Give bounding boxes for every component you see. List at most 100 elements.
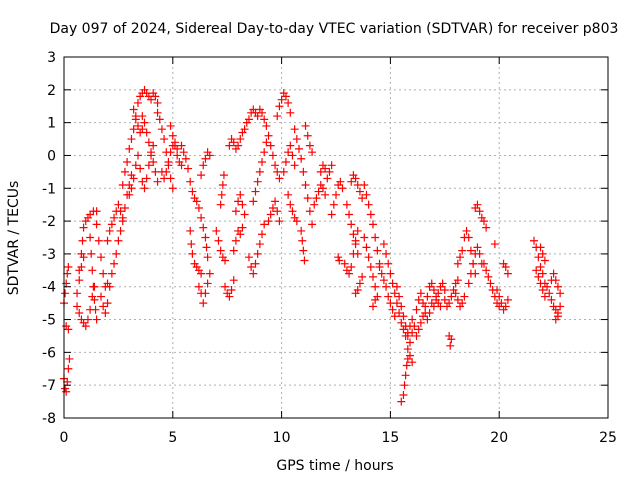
data-point [284,98,293,107]
data-point [545,289,554,298]
data-point [112,249,121,258]
data-point [142,128,151,137]
data-point [268,203,277,212]
data-point [332,190,340,199]
data-point [258,230,267,239]
data-point [297,154,306,163]
data-point [160,135,169,144]
data-point [429,286,438,295]
data-point [534,253,543,262]
data-point [75,308,84,317]
data-point [188,187,197,196]
data-point [61,384,70,393]
data-point [279,167,288,176]
data-point [538,249,547,258]
data-point [133,98,142,107]
data-point [236,190,245,199]
data-point [201,233,210,242]
data-point [347,263,356,272]
data-point [186,226,195,235]
data-point [107,269,116,278]
data-point [160,174,169,183]
data-point [490,240,499,249]
data-point [157,125,166,134]
data-point [368,220,377,229]
data-point [536,243,545,252]
data-point [258,108,267,117]
data-point [116,207,125,216]
y-tick-label: -3 [42,247,56,263]
data-point [142,174,151,183]
data-point [349,230,358,239]
data-point [308,220,317,229]
data-point [125,190,134,199]
data-point [249,197,258,206]
data-point [253,249,262,258]
data-point [103,236,112,245]
data-point [275,217,284,226]
data-point [110,259,119,268]
data-point [266,141,275,150]
data-point [149,158,158,167]
data-point [101,308,110,317]
data-point [551,276,560,285]
data-point [166,121,175,130]
data-point [298,236,307,245]
data-point [371,233,380,242]
data-point [390,312,399,321]
data-point [202,243,211,252]
data-point [440,286,449,295]
data-point [368,272,377,281]
data-point [353,226,362,235]
data-point [78,236,87,245]
data-point [186,177,195,186]
data-point [295,144,304,153]
data-point [231,207,240,216]
data-point [79,223,88,232]
y-tick-label: -2 [42,214,56,230]
data-point [251,259,260,268]
data-point [260,220,269,229]
data-point [153,108,162,117]
data-point [238,200,247,209]
data-point [214,236,223,245]
data-point [399,325,408,334]
x-axis-title: GPS time / hours [276,458,393,474]
data-point [466,269,475,278]
data-point [83,315,92,324]
data-point [538,286,547,295]
data-point [81,322,90,331]
data-point [392,299,401,308]
x-tick-label: 0 [60,430,69,446]
data-point [325,167,334,176]
data-point [402,361,411,370]
data-point [299,167,308,176]
data-point [479,259,488,268]
data-point [240,210,249,219]
data-point [384,259,393,268]
data-point [314,187,323,196]
data-point [475,207,484,216]
data-point [416,318,425,327]
data-point [140,118,149,127]
data-point [429,302,438,311]
data-point [273,207,282,216]
data-point [553,282,562,291]
data-point [345,210,354,219]
data-point [408,315,417,324]
data-point [297,226,306,235]
chart-title: Day 097 of 2024, Sidereal Day-to-day VTE… [50,21,619,37]
data-point [327,210,336,219]
data-point [96,253,105,262]
data-point [96,292,105,301]
data-point [486,279,495,288]
data-point [360,180,369,189]
data-point [199,161,208,170]
data-point [138,125,147,134]
data-point [120,167,129,176]
data-point [129,125,138,134]
data-point [530,236,539,245]
data-point [216,246,225,255]
data-point [262,121,271,130]
data-point [290,161,299,170]
